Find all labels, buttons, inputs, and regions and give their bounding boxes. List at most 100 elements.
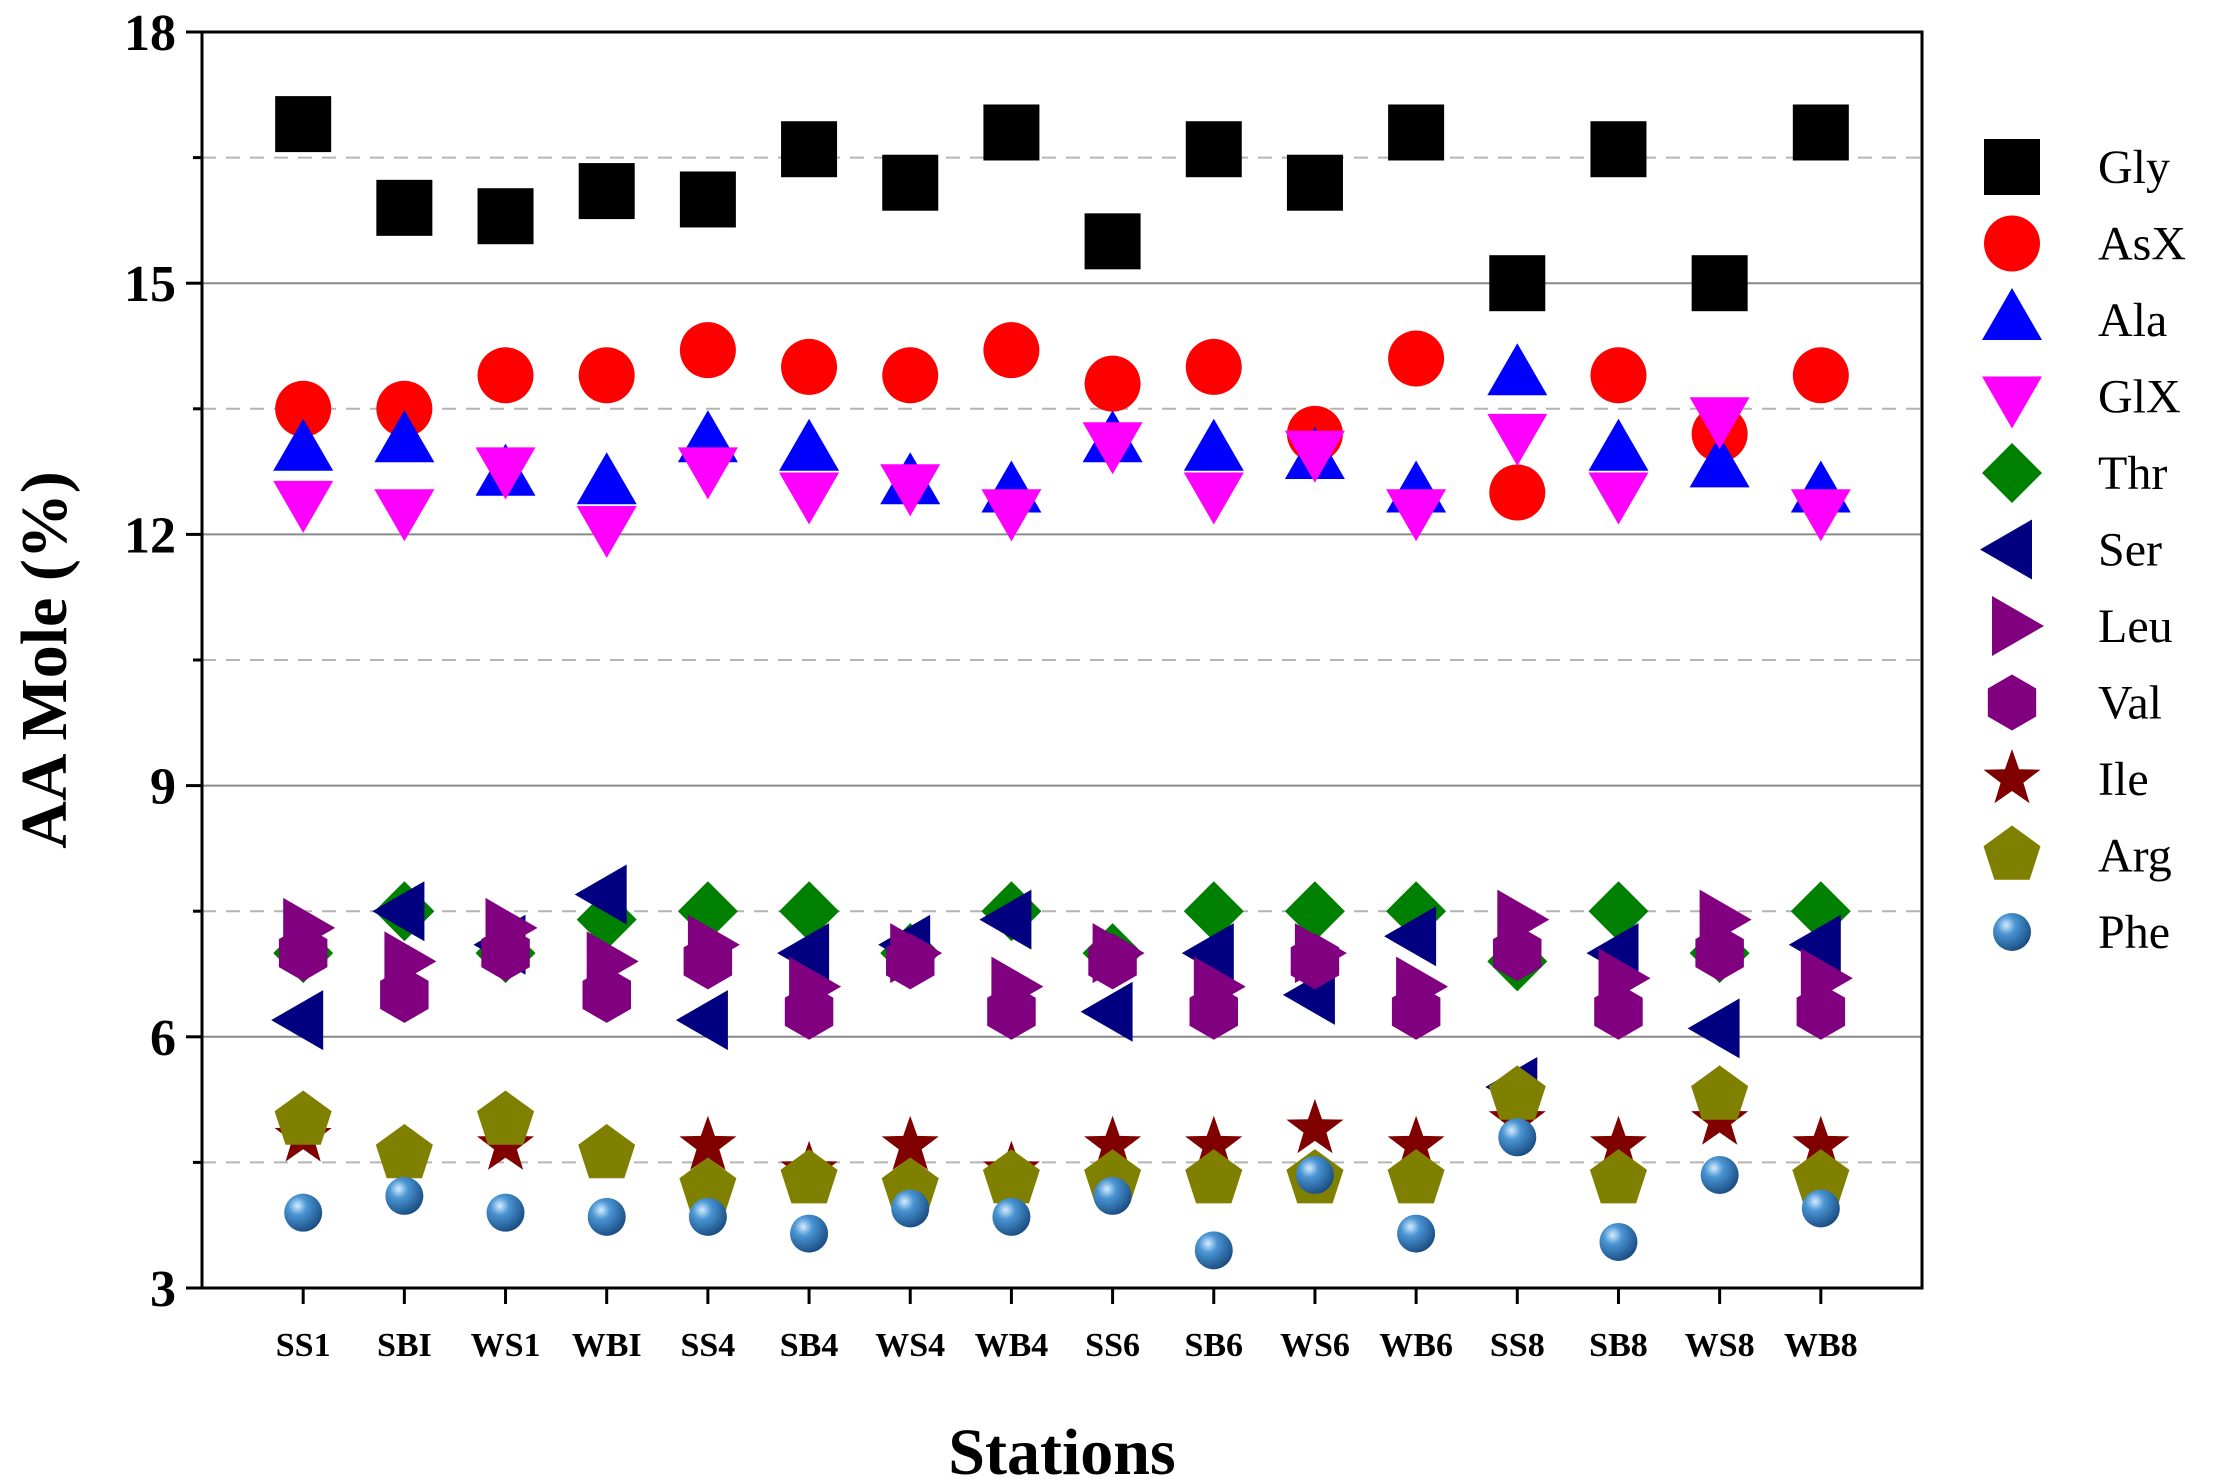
point-ser-wb4	[979, 889, 1032, 950]
point-glx-wb6	[1386, 489, 1447, 542]
x-tick-label: WB4	[975, 1327, 1049, 1364]
point-glx-ws6	[1284, 430, 1345, 483]
x-tick-label: WS4	[875, 1327, 945, 1364]
point-val-ws1	[481, 925, 530, 982]
point-gly-sb4	[781, 121, 838, 178]
y-tick-label: 15	[124, 256, 176, 313]
point-asx-sb6	[1185, 338, 1242, 395]
point-ser-sb4	[777, 923, 830, 984]
legend-label-gly: Gly	[2098, 141, 2170, 194]
point-ser-wb6	[1384, 906, 1437, 967]
point-asx-ss8	[1489, 464, 1546, 521]
point-val-wb6	[1391, 983, 1441, 1040]
legend-label-val: Val	[2098, 677, 2162, 730]
point-gly-sb8	[1590, 121, 1647, 178]
series-phe	[284, 1118, 1840, 1270]
point-val-sb4	[784, 983, 834, 1040]
point-asx-ss1	[275, 380, 332, 437]
point-ser-ss1	[271, 990, 324, 1051]
y-axis: 3 6 9 12 15 18	[124, 5, 202, 1318]
point-glx-sbi	[374, 489, 435, 542]
legend-label-ile: Ile	[2098, 753, 2149, 806]
x-axis-title: Stations	[948, 1416, 1175, 1483]
point-ser-ss4	[675, 990, 728, 1051]
legend-item-glx: GlX	[1982, 371, 2181, 429]
point-val-ss6	[1088, 933, 1137, 990]
point-val-wb4	[987, 983, 1036, 1040]
point-glx-ws1	[475, 447, 536, 500]
gridlines	[202, 156, 1922, 1164]
x-tick-label: SB4	[780, 1327, 839, 1364]
point-phe-sb4	[790, 1214, 829, 1253]
point-phe-ws4	[891, 1189, 930, 1228]
y-tick-label: 12	[124, 507, 176, 564]
point-glx-ws8	[1689, 397, 1750, 450]
point-ile-sb6	[1185, 1115, 1243, 1170]
point-ile-sb8	[1589, 1115, 1647, 1170]
point-ser-wbi	[574, 864, 627, 925]
point-val-ss8	[1493, 925, 1542, 982]
point-ala-sb4	[779, 418, 840, 471]
point-asx-wb4	[983, 322, 1040, 379]
point-phe-ws6	[1295, 1155, 1334, 1194]
x-tick-label: SS8	[1490, 1327, 1545, 1364]
x-tick-label: WB6	[1379, 1327, 1453, 1364]
point-phe-ss4	[688, 1197, 727, 1236]
data-points	[271, 96, 1853, 1270]
point-val-sb6	[1189, 983, 1238, 1040]
x-tick-label: SBI	[377, 1327, 432, 1364]
point-ala-sb6	[1183, 418, 1244, 471]
x-tick-label: SS4	[680, 1327, 735, 1364]
point-glx-wb8	[1790, 489, 1851, 542]
point-phe-ss8	[1498, 1118, 1537, 1157]
point-arg-ws8	[1691, 1065, 1749, 1120]
legend: Gly AsX Ala GlX Thr Ser Leu Val Ile Arg Phe	[1980, 139, 2186, 959]
point-glx-wb4	[981, 489, 1042, 542]
legend-label-thr: Thr	[2098, 447, 2167, 500]
point-ile-wb6	[1387, 1115, 1445, 1170]
y-axis-title: AA Mole (%)	[8, 471, 81, 849]
point-val-ws6	[1290, 933, 1340, 990]
point-gly-ss6	[1084, 213, 1141, 270]
point-gly-ss4	[679, 171, 736, 228]
x-tick-label: SB8	[1589, 1327, 1648, 1364]
point-phe-wbi	[587, 1197, 626, 1236]
legend-marker-thr	[1982, 443, 2042, 503]
point-ala-ss8	[1487, 343, 1548, 396]
legend-marker-asx	[1984, 215, 2040, 272]
point-ser-sbi	[372, 881, 425, 942]
point-glx-ss1	[273, 480, 334, 533]
point-thr-ws6	[1284, 881, 1345, 942]
point-asx-ss4	[679, 322, 736, 379]
series-gly	[275, 96, 1849, 312]
point-ala-wbi	[576, 452, 637, 505]
x-axis: SS1 SBI WS1 WBI SS4 SB4 WS4 WB4 SS6 SB6 WS6 WB6 SS8 S…	[276, 1288, 1858, 1364]
point-arg-ss1	[274, 1090, 332, 1145]
point-arg-ss8	[1488, 1065, 1546, 1120]
point-gly-wb6	[1388, 104, 1445, 161]
point-gly-ss1	[275, 96, 332, 153]
y-tick-label: 3	[150, 1261, 176, 1318]
legend-marker-phe	[1993, 913, 2031, 951]
point-gly-wb8	[1792, 104, 1849, 161]
point-phe-wb8	[1801, 1189, 1840, 1228]
point-gly-ws4	[882, 154, 939, 211]
point-asx-ws4	[882, 347, 939, 404]
legend-label-asx: AsX	[2098, 218, 2186, 271]
legend-item-ala: Ala	[1982, 288, 2167, 347]
point-ser-wb8	[1788, 914, 1841, 975]
point-gly-sb6	[1185, 121, 1242, 178]
legend-item-ile: Ile	[1983, 749, 2149, 806]
point-thr-sb6	[1183, 881, 1244, 942]
y-tick-label: 6	[150, 1010, 176, 1067]
point-gly-ss8	[1489, 255, 1546, 312]
legend-label-glx: GlX	[2098, 371, 2181, 424]
plot-frame	[200, 30, 1924, 1290]
point-arg-sbi	[375, 1124, 433, 1179]
point-thr-sb4	[779, 881, 840, 942]
point-phe-ws8	[1700, 1155, 1739, 1194]
point-asx-sb4	[781, 338, 838, 395]
point-phe-sbi	[385, 1176, 424, 1215]
point-val-wbi	[582, 966, 631, 1023]
